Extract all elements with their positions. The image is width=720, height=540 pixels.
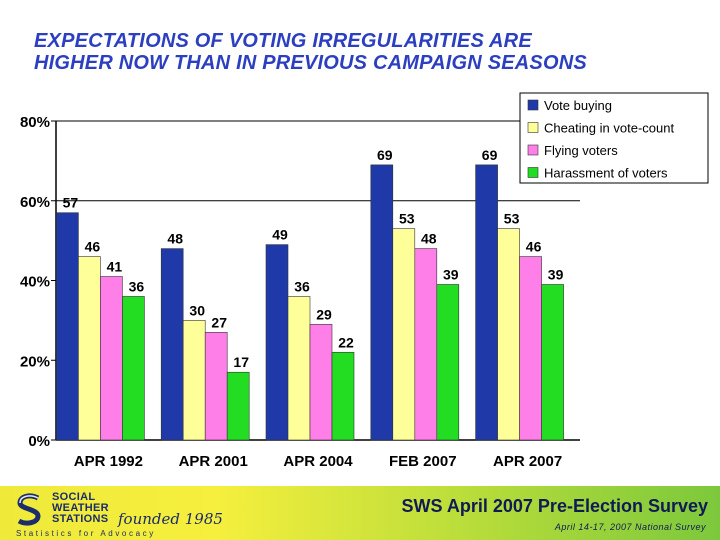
- org-line-2: WEATHER: [52, 502, 109, 514]
- y-tick-label: 40%: [20, 274, 50, 291]
- data-label: 17: [233, 354, 249, 370]
- footer-banner: SOCIAL WEATHER STATIONS founded 1985 Sta…: [0, 486, 720, 540]
- bar-flying-voters-1: [204, 332, 228, 441]
- bar-harassment-of-voters-0: [122, 296, 145, 441]
- x-tick-label: FEB 2007: [389, 453, 457, 470]
- data-label: 48: [421, 231, 437, 247]
- data-label: 69: [377, 147, 393, 163]
- bar-harassment-of-voters-4: [541, 284, 564, 441]
- legend-label-3: Harassment of voters: [544, 166, 668, 181]
- org-line-1: SOCIAL: [52, 491, 96, 503]
- survey-subtitle: April 14-17, 2007 National Survey: [554, 522, 706, 532]
- data-label: 30: [189, 302, 205, 318]
- data-label: 46: [85, 239, 101, 255]
- legend-swatch-2: [527, 144, 539, 156]
- x-tick-label: APR 2001: [179, 453, 248, 470]
- data-label: 53: [504, 211, 520, 227]
- chart-title: EXPECTATIONS OF VOTING IRREGULARITIES AR…: [34, 30, 714, 74]
- bar-harassment-of-voters-1: [226, 371, 250, 441]
- bar-harassment-of-voters-2: [331, 351, 355, 441]
- data-label: 39: [443, 266, 459, 282]
- legend-box: [519, 92, 709, 184]
- title-line-2: HIGHER NOW THAN IN PREVIOUS CAMPAIGN SEA…: [34, 52, 587, 74]
- bar-vote-buying-3: [370, 164, 394, 441]
- data-label: 36: [294, 278, 310, 294]
- legend-label-1: Cheating in vote-count: [544, 121, 674, 136]
- bar-cheating-in-vote-count-4: [497, 228, 520, 441]
- title-line-1: EXPECTATIONS OF VOTING IRREGULARITIES AR…: [34, 30, 532, 52]
- bar-cheating-in-vote-count-0: [78, 256, 101, 441]
- bar-cheating-in-vote-count-3: [392, 228, 416, 441]
- bar-vote-buying-0: [56, 212, 79, 441]
- y-tick-label: 80%: [20, 114, 50, 131]
- y-tick-label: 0%: [28, 433, 50, 450]
- bar-harassment-of-voters-3: [436, 284, 460, 441]
- bar-flying-voters-0: [100, 276, 123, 441]
- x-tick-label: APR 1992: [74, 453, 143, 470]
- bar-vote-buying-4: [475, 164, 498, 441]
- bar-flying-voters-3: [414, 248, 438, 441]
- legend-swatch-0: [527, 99, 539, 111]
- y-tick-label: 60%: [20, 194, 50, 211]
- data-label: 53: [399, 211, 415, 227]
- bar-chart: 0% 20% 40% 60% 80% 57 46 41 36 APR 1992 48 30 27 17 AP…: [20, 92, 709, 470]
- x-tick-label: APR 2007: [493, 453, 562, 470]
- org-line-3: STATIONS: [52, 513, 109, 525]
- data-label: 27: [211, 314, 227, 330]
- data-label: 69: [482, 147, 498, 163]
- legend-swatch-1: [527, 122, 539, 133]
- bar-flying-voters-4: [519, 256, 542, 441]
- bar-cheating-in-vote-count-2: [287, 296, 311, 441]
- bar-flying-voters-2: [309, 324, 333, 441]
- founded-text: founded 1985: [118, 510, 223, 528]
- y-tick-label: 20%: [20, 353, 50, 370]
- org-name: SOCIAL WEATHER STATIONS: [52, 492, 109, 525]
- bar-vote-buying-1: [160, 248, 184, 441]
- survey-title: SWS April 2007 Pre-Election Survey: [401, 496, 708, 516]
- data-label: 22: [338, 334, 354, 350]
- data-label: 48: [167, 231, 183, 247]
- legend-swatch-3: [527, 167, 539, 178]
- data-label: 46: [526, 239, 542, 255]
- data-label: 57: [63, 195, 79, 211]
- data-label: 36: [129, 278, 145, 294]
- sws-logo-icon: [17, 493, 41, 526]
- data-label: 29: [316, 306, 332, 322]
- bar-vote-buying-2: [265, 244, 289, 441]
- tagline: Statistics for Advocacy: [16, 529, 156, 538]
- data-label: 49: [272, 227, 288, 243]
- data-label: 39: [548, 266, 564, 282]
- bar-cheating-in-vote-count-1: [182, 320, 206, 441]
- data-label: 41: [107, 259, 123, 275]
- legend-label-2: Flying voters: [544, 143, 618, 158]
- x-tick-label: APR 2004: [283, 453, 353, 470]
- legend-label-0: Vote buying: [544, 98, 612, 113]
